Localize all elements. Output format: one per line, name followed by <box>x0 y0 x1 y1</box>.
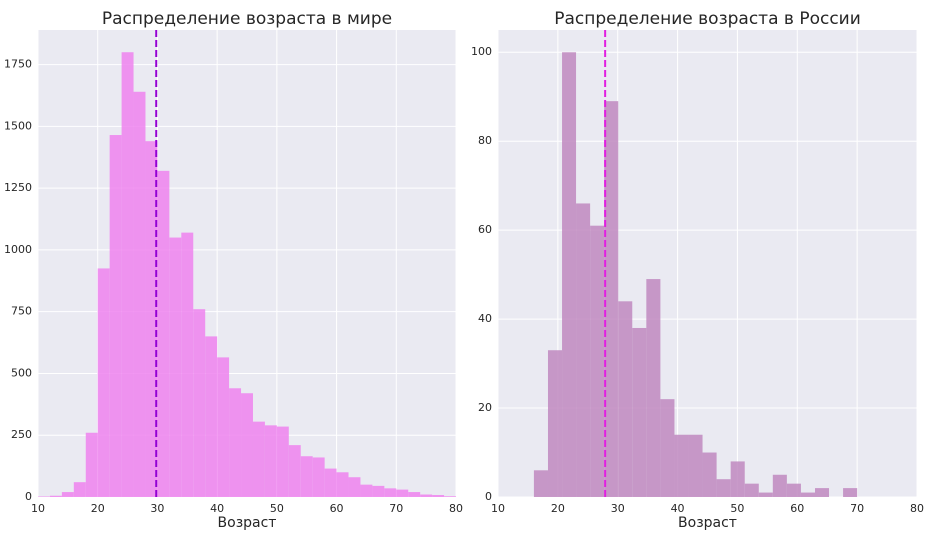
histogram-bar <box>444 496 456 497</box>
y-tick-label: 500 <box>11 366 32 379</box>
histogram-bar <box>730 461 745 497</box>
histogram-bar <box>618 301 633 497</box>
histogram-bar <box>674 434 689 497</box>
histogram-bar <box>49 495 62 497</box>
histogram-bar <box>396 489 409 497</box>
x-tick-label: 70 <box>850 502 864 515</box>
histogram-bar <box>217 357 230 497</box>
x-tick-label: 50 <box>270 502 284 515</box>
y-tick-label: 250 <box>11 428 32 441</box>
histogram-bar <box>660 399 675 497</box>
histogram-bar <box>360 484 373 497</box>
x-tick-label: 80 <box>910 502 924 515</box>
x-tick-label: 40 <box>210 502 224 515</box>
histogram-bar <box>169 237 182 498</box>
histogram-bar <box>372 485 385 497</box>
y-tick-label: 1500 <box>4 119 32 132</box>
x-tick-label: 10 <box>31 502 45 515</box>
chart-title: Распределение возраста в России <box>554 9 861 29</box>
histogram-bar <box>590 225 605 497</box>
histogram-bar <box>384 488 397 497</box>
histogram-bar <box>562 52 577 497</box>
histogram-bar <box>133 91 146 497</box>
y-tick-label: 1000 <box>4 243 32 256</box>
histogram-bar <box>181 232 194 497</box>
x-axis-label: Возраст <box>678 515 737 531</box>
histogram-bar <box>800 492 816 497</box>
x-tick-label: 20 <box>91 502 105 515</box>
histogram-bar <box>288 445 301 497</box>
histogram-bar <box>252 421 265 497</box>
x-tick-label: 40 <box>671 502 685 515</box>
histogram-bar <box>604 101 619 498</box>
x-tick-label: 60 <box>330 502 344 515</box>
histogram-bar <box>73 482 86 497</box>
x-tick-label: 30 <box>150 502 164 515</box>
y-tick-label: 60 <box>478 223 492 236</box>
x-tick-label: 70 <box>389 502 403 515</box>
histogram-bar <box>336 472 349 497</box>
histogram-bar <box>324 468 337 497</box>
histogram-bar <box>688 434 703 497</box>
y-tick-label: 100 <box>471 45 492 58</box>
histogram-bar <box>276 426 289 497</box>
y-tick-label: 20 <box>478 401 492 414</box>
histogram-bar <box>264 425 277 497</box>
histogram-bar <box>312 457 325 497</box>
x-tick-label: 80 <box>449 502 463 515</box>
x-axis-label: Возраст <box>218 515 277 531</box>
histogram-bar <box>432 495 445 497</box>
y-tick-label: 80 <box>478 134 492 147</box>
x-tick-label: 60 <box>790 502 804 515</box>
y-tick-label: 0 <box>25 490 32 503</box>
histogram-bar <box>632 327 647 497</box>
histogram-bar <box>576 203 591 497</box>
histogram-bar <box>702 452 717 497</box>
histogram-bar <box>744 483 759 497</box>
y-tick-label: 750 <box>11 305 32 318</box>
histogram-bar <box>241 393 253 497</box>
histogram-bar <box>145 141 158 497</box>
histogram-bar <box>157 170 170 498</box>
x-tick-label: 20 <box>551 502 565 515</box>
histogram-bar <box>420 494 433 497</box>
histogram-bar <box>97 268 110 497</box>
y-tick-label: 1750 <box>4 58 32 71</box>
x-tick-label: 10 <box>491 502 505 515</box>
histogram-bar <box>786 483 801 497</box>
histogram-bar <box>85 432 98 497</box>
histogram-bar <box>121 52 134 497</box>
histogram-bar <box>758 492 773 497</box>
histogram-bar <box>843 488 858 497</box>
histogram-bar <box>716 479 731 497</box>
histogram-bar <box>772 474 787 497</box>
histogram-bar <box>205 336 218 497</box>
y-tick-label: 0 <box>485 490 492 503</box>
x-tick-label: 50 <box>730 502 744 515</box>
histogram-bar <box>61 492 74 497</box>
histogram-bar <box>408 492 421 497</box>
y-tick-label: 1250 <box>4 181 32 194</box>
histogram-bar <box>547 350 563 497</box>
x-tick-label: 30 <box>611 502 625 515</box>
histogram-bar <box>193 309 206 497</box>
histogram-bar <box>348 477 361 497</box>
histogram-bar <box>533 470 548 497</box>
histogram-bar <box>229 388 242 497</box>
chart-title: Распределение возраста в мире <box>102 9 392 29</box>
histogram-bar <box>646 279 661 497</box>
histogram-bar <box>109 135 122 497</box>
histogram-bar <box>300 456 313 497</box>
histogram-bar <box>815 488 830 497</box>
y-tick-label: 40 <box>478 312 492 325</box>
